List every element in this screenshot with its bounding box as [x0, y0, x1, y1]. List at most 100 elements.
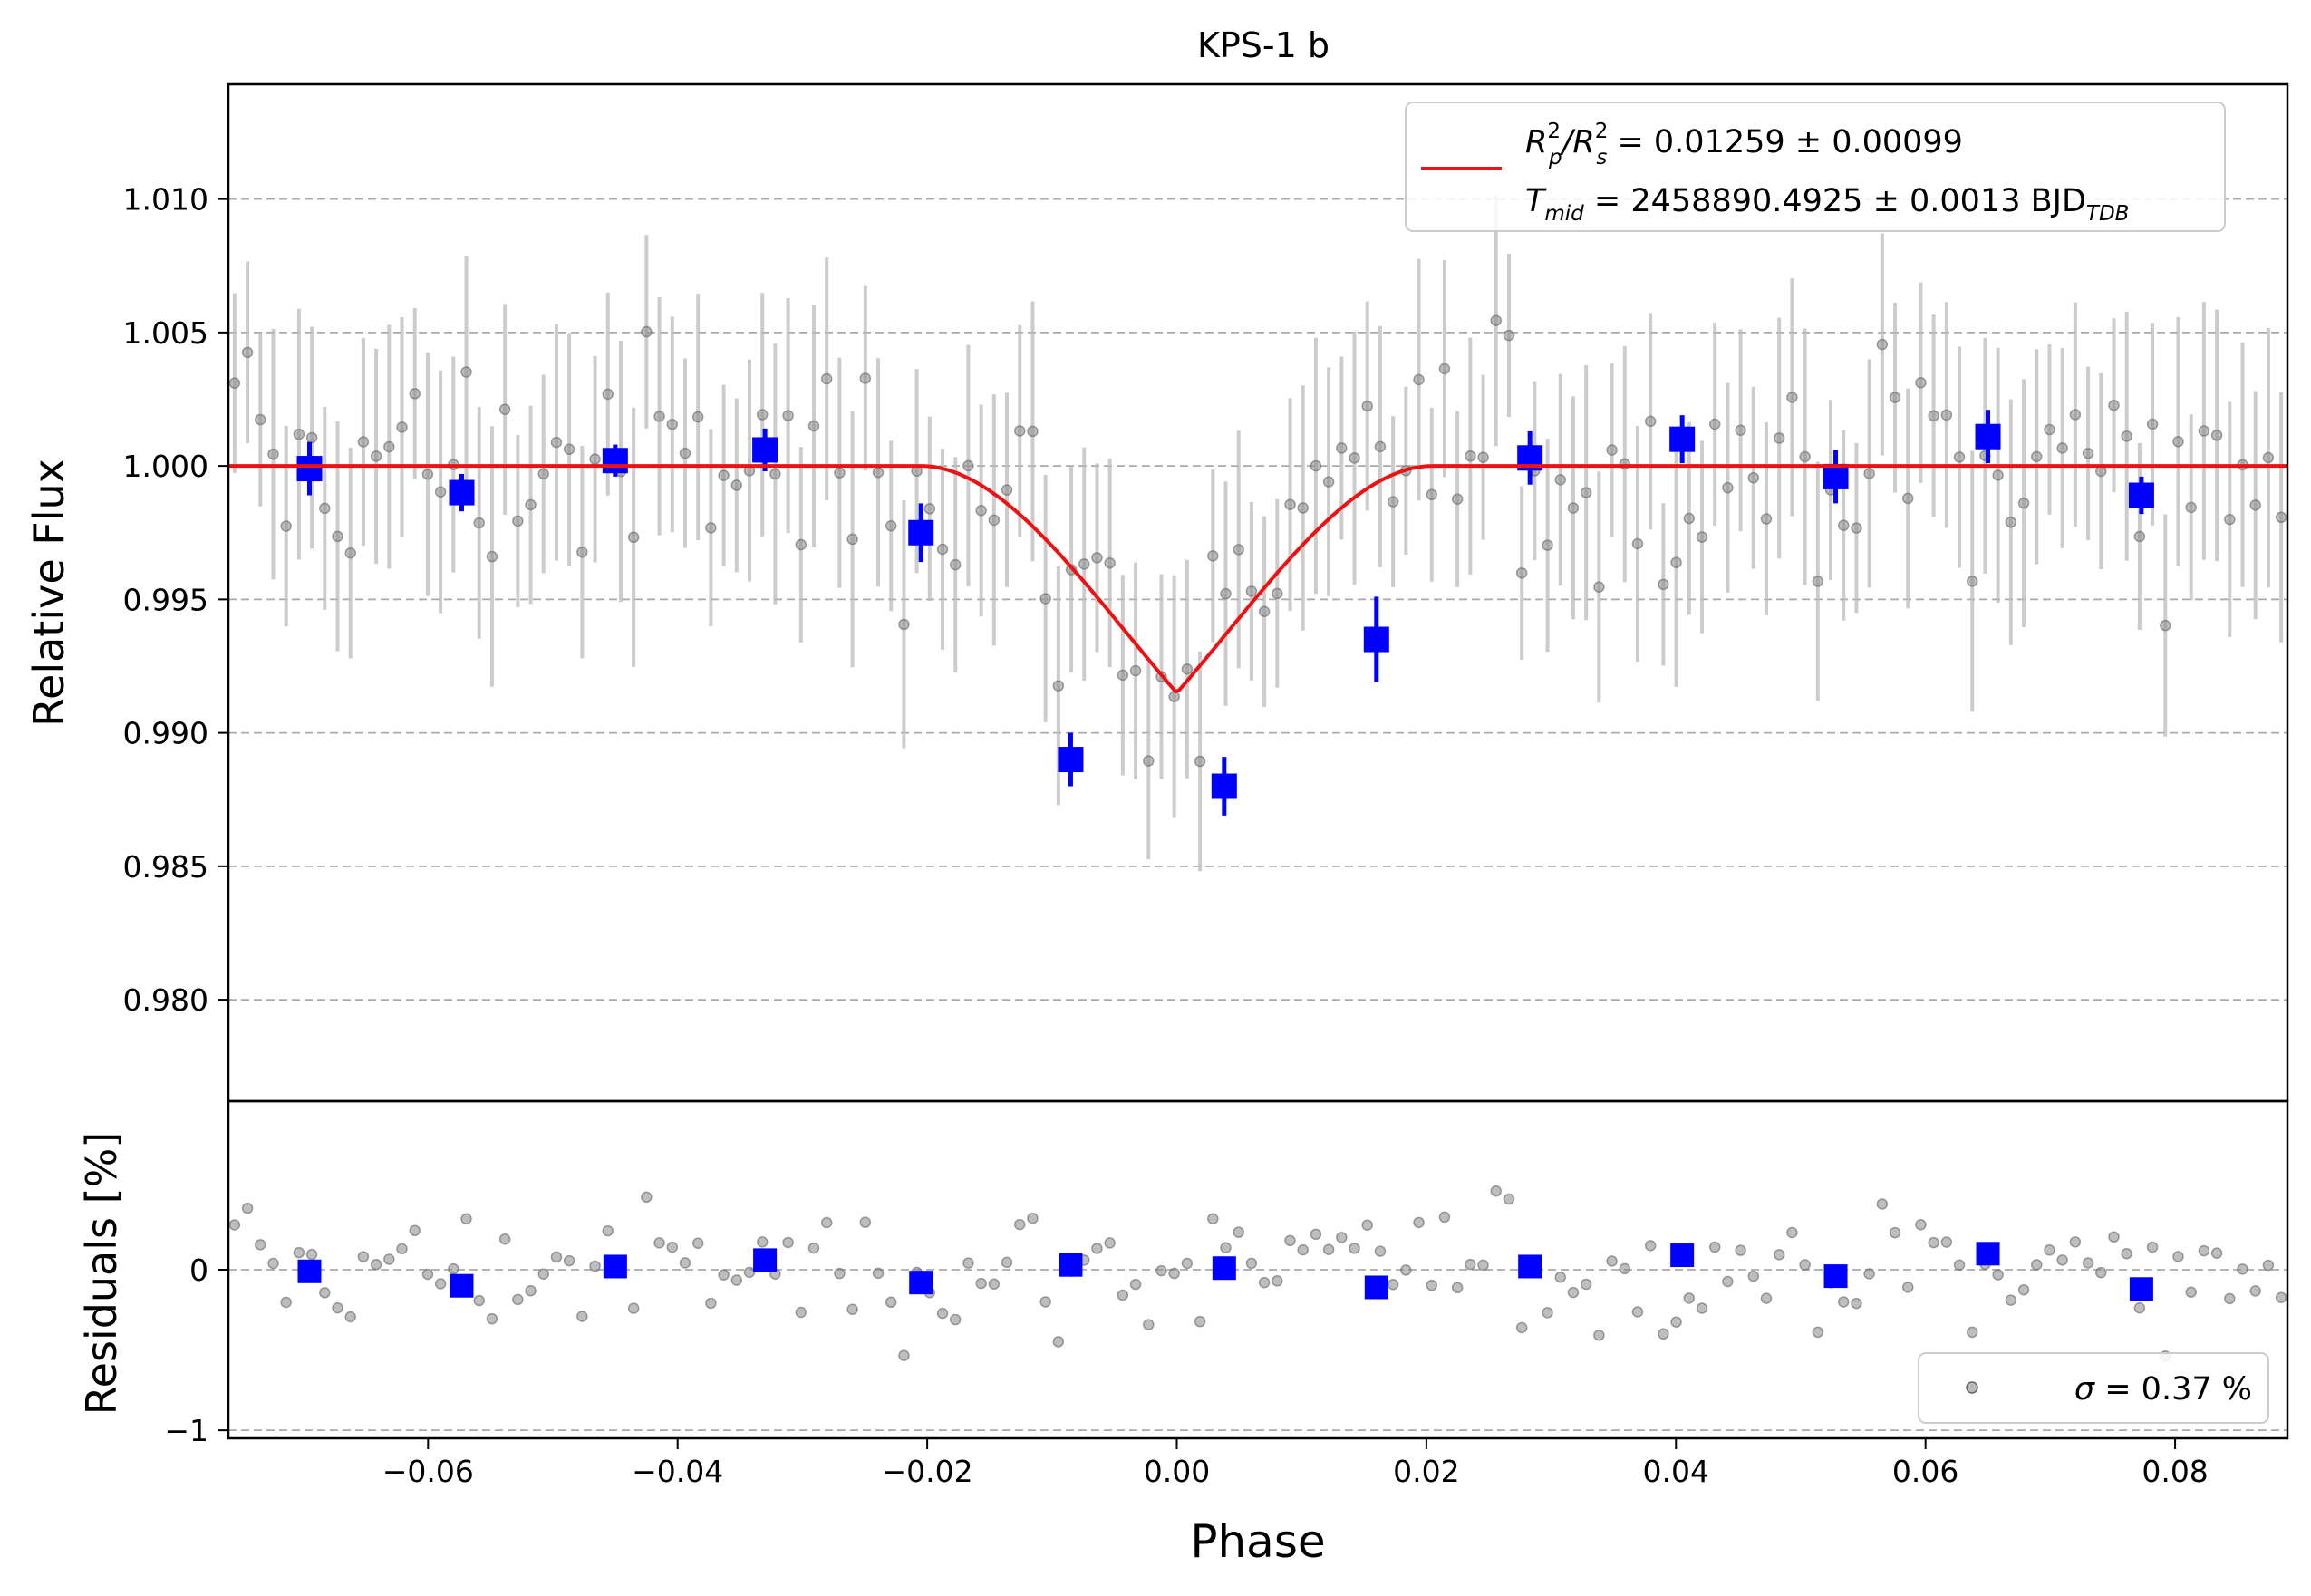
residual-binned-point — [1976, 1242, 2000, 1266]
flux-raw-point — [1915, 377, 1927, 389]
residual-raw-point — [2275, 1291, 2287, 1303]
flux-binned-point — [752, 437, 778, 463]
flux-raw-point — [769, 468, 781, 480]
flux-raw-point — [1708, 418, 1721, 430]
residual-raw-point — [1413, 1216, 1425, 1229]
residual-raw-point — [1194, 1315, 1206, 1328]
flux-raw-point — [1336, 442, 1348, 454]
residual-y-ticks: −1 0 — [164, 1253, 228, 1448]
x-axis-label: Phase — [1190, 1515, 1325, 1568]
flux-raw-point — [1940, 409, 1953, 421]
residual-raw-point — [2056, 1254, 2068, 1266]
flux-raw-point — [1413, 373, 1425, 386]
flux-raw-point — [1387, 496, 1399, 508]
flux-raw-point — [846, 533, 858, 546]
residual-raw-point — [1168, 1267, 1180, 1280]
flux-binned-point — [1058, 747, 1084, 773]
residual-raw-point — [525, 1284, 537, 1297]
residual-raw-point — [2044, 1244, 2055, 1256]
residual-raw-point — [1143, 1319, 1155, 1330]
flux-raw-point — [305, 431, 318, 444]
flux-y-tick-label: 0.990 — [123, 716, 208, 751]
flux-raw-point — [460, 366, 472, 378]
flux-raw-point — [498, 403, 511, 415]
residual-raw-point — [679, 1257, 691, 1269]
flux-raw-point — [1143, 755, 1155, 767]
residual-raw-point — [962, 1257, 974, 1269]
residual-raw-point — [2185, 1286, 2197, 1299]
residual-raw-point — [357, 1251, 370, 1262]
flux-raw-point — [962, 459, 974, 472]
residual-raw-point — [2249, 1285, 2261, 1297]
residual-binned-point — [1518, 1254, 1542, 1279]
residual-raw-point — [743, 1266, 756, 1279]
flux-raw-point — [653, 411, 665, 422]
residual-raw-point — [1863, 1268, 1875, 1280]
flux-raw-point — [1786, 392, 1798, 403]
residual-raw-point — [641, 1191, 653, 1204]
residual-y-tick-label: 0 — [189, 1253, 208, 1288]
residual-raw-point — [1104, 1237, 1116, 1249]
residual-raw-point — [2262, 1259, 2275, 1272]
flux-raw-point — [370, 450, 382, 462]
flux-raw-point — [1181, 663, 1194, 675]
residual-raw-point — [576, 1311, 588, 1322]
flux-raw-point — [512, 515, 524, 527]
residual-raw-point — [718, 1269, 730, 1281]
flux-raw-point — [756, 409, 769, 421]
residual-raw-point — [383, 1253, 395, 1265]
flux-raw-point — [2005, 516, 2017, 528]
flux-raw-point — [2249, 499, 2261, 511]
flux-raw-point — [1889, 392, 1901, 403]
flux-raw-point — [1554, 474, 1567, 486]
flux-raw-point — [1812, 576, 1824, 587]
residual-raw-point — [1027, 1212, 1039, 1224]
x-tick-label: −0.04 — [632, 1454, 723, 1489]
flux-raw-point — [2198, 425, 2210, 437]
residual-binned-points — [297, 1242, 2153, 1301]
flux-raw-point — [1928, 410, 1939, 422]
residual-raw-point — [255, 1239, 266, 1251]
residual-raw-point — [898, 1349, 910, 1361]
residual-raw-point — [1426, 1279, 1437, 1291]
residual-raw-point — [1220, 1242, 1232, 1253]
flux-raw-point — [2210, 430, 2223, 441]
residuals-panel-frame — [227, 1099, 2289, 1440]
residual-raw-point — [1735, 1244, 1746, 1256]
residual-raw-point — [2082, 1257, 2094, 1269]
residual-raw-point — [2031, 1259, 2043, 1271]
flux-raw-point — [2031, 450, 2043, 463]
flux-raw-point — [872, 467, 885, 479]
flux-raw-point — [2133, 530, 2146, 543]
residual-raw-point — [1465, 1258, 1476, 1271]
residual-raw-point — [1876, 1198, 1889, 1210]
residual-raw-point — [705, 1297, 717, 1310]
residual-raw-point — [1013, 1218, 1026, 1231]
flux-raw-point — [1104, 556, 1116, 569]
residual-raw-point — [2172, 1251, 2184, 1262]
residual-raw-point — [1361, 1219, 1373, 1232]
residual-raw-point — [267, 1257, 279, 1270]
residual-raw-point — [1451, 1282, 1464, 1294]
residual-raw-point — [627, 1302, 640, 1314]
flux-raw-point — [2044, 423, 2055, 436]
flux-raw-point — [1027, 425, 1039, 438]
flux-raw-point — [1670, 556, 1682, 568]
flux-raw-point — [641, 325, 653, 338]
residual-raw-point — [1310, 1228, 1322, 1241]
flux-raw-point — [1593, 581, 1605, 593]
flux-raw-point — [1451, 493, 1464, 505]
flux-raw-point — [1799, 450, 1811, 463]
residual-raw-point — [550, 1251, 563, 1263]
residual-raw-point — [1129, 1278, 1142, 1291]
flux-raw-point — [1722, 481, 1734, 494]
residual-raw-point — [1297, 1243, 1309, 1256]
flux-raw-point — [1901, 492, 1914, 505]
flux-raw-point — [1426, 488, 1437, 501]
residual-binned-point — [1670, 1243, 1695, 1268]
flux-binned-point — [1669, 426, 1696, 452]
residual-raw-point — [2017, 1283, 2030, 1296]
residual-raw-point — [293, 1246, 305, 1259]
residual-raw-point — [421, 1268, 434, 1281]
residual-raw-point — [1258, 1276, 1271, 1289]
